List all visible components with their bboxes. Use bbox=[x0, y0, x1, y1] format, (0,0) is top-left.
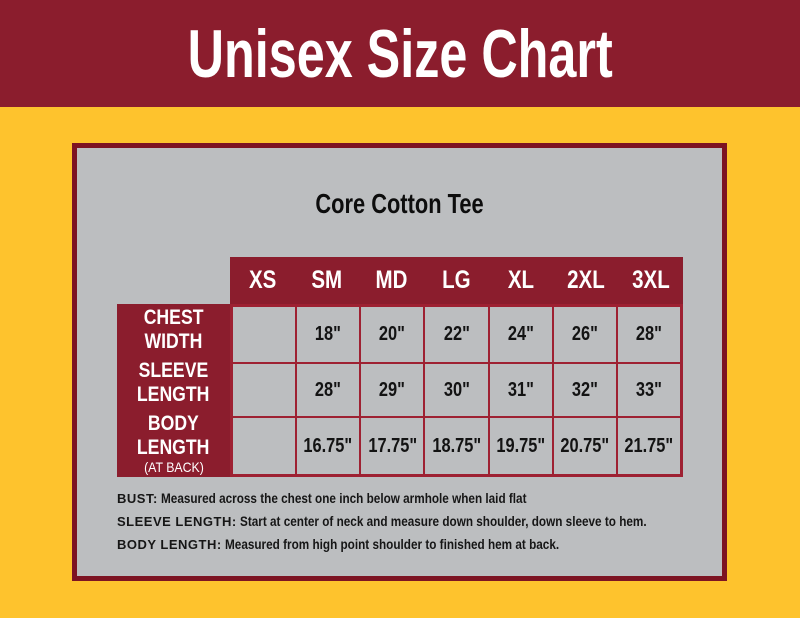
size-column-header-lg: LG bbox=[442, 266, 471, 294]
size-column-header-2xl: 2XL bbox=[567, 266, 605, 294]
row-header-sleeve-length: SLEEVE LENGTH bbox=[137, 358, 210, 406]
size-column-header-sm: SM bbox=[311, 266, 343, 294]
product-subtitle: Core Cotton Tee bbox=[315, 188, 484, 219]
cell-chest-3xl: 28" bbox=[617, 307, 680, 362]
row-header-body-length: BODY LENGTH (AT BACK) bbox=[137, 411, 210, 475]
size-column-header-md: MD bbox=[375, 266, 408, 294]
cell-sleeve-lg: 30" bbox=[425, 364, 488, 416]
cell-body-md: 17.75" bbox=[361, 418, 424, 474]
size-column-header-xl: XL bbox=[508, 266, 535, 294]
size-column-header-3xl: 3XL bbox=[631, 266, 670, 294]
cell-body-lg: 18.75" bbox=[425, 418, 488, 474]
row-header-chest-width: CHEST WIDTH bbox=[143, 306, 204, 354]
cell-body-sm: 16.75" bbox=[297, 418, 360, 474]
size-table: XS SM MD LG XL 2XL 3XL CHEST WIDTH SLEEV… bbox=[117, 257, 683, 477]
measurement-data-grid: 18" 20" 22" 24" 26" 28" 28" 29" 30" 31" … bbox=[230, 304, 683, 477]
cell-chest-md: 20" bbox=[361, 307, 424, 362]
note-bust: BUST: Measured across the chest one inch … bbox=[117, 491, 527, 506]
cell-sleeve-3xl: 33" bbox=[617, 364, 680, 416]
note-sleeve-length: SLEEVE LENGTH: Start at center of neck an… bbox=[117, 514, 647, 529]
cell-sleeve-md: 29" bbox=[361, 364, 424, 416]
size-header-row: XS SM MD LG XL 2XL 3XL bbox=[230, 257, 683, 304]
page-title: Unisex Size Chart bbox=[187, 15, 613, 92]
measurement-row-headers: CHEST WIDTH SLEEVE LENGTH BODY LENGTH (A… bbox=[117, 304, 230, 477]
cell-chest-2xl: 26" bbox=[553, 307, 616, 362]
cell-body-xl: 19.75" bbox=[489, 418, 552, 474]
chart-panel: Core Cotton Tee XS SM MD LG XL 2XL 3XL C… bbox=[72, 143, 727, 581]
cell-body-2xl: 20.75" bbox=[553, 418, 616, 474]
cell-chest-xs bbox=[233, 307, 296, 362]
cell-body-xs bbox=[233, 418, 296, 474]
cell-chest-lg: 22" bbox=[425, 307, 488, 362]
header-banner: Unisex Size Chart bbox=[0, 0, 800, 107]
cell-sleeve-2xl: 32" bbox=[553, 364, 616, 416]
cell-sleeve-xs bbox=[233, 364, 296, 416]
note-body-length: BODY LENGTH: Measured from high point sho… bbox=[117, 537, 559, 552]
cell-chest-xl: 24" bbox=[489, 307, 552, 362]
measurement-notes: BUST: Measured across the chest one inch … bbox=[117, 487, 717, 556]
cell-body-3xl: 21.75" bbox=[617, 418, 680, 474]
cell-sleeve-xl: 31" bbox=[489, 364, 552, 416]
cell-sleeve-sm: 28" bbox=[297, 364, 360, 416]
cell-chest-sm: 18" bbox=[297, 307, 360, 362]
size-column-header-xs: XS bbox=[248, 266, 277, 294]
